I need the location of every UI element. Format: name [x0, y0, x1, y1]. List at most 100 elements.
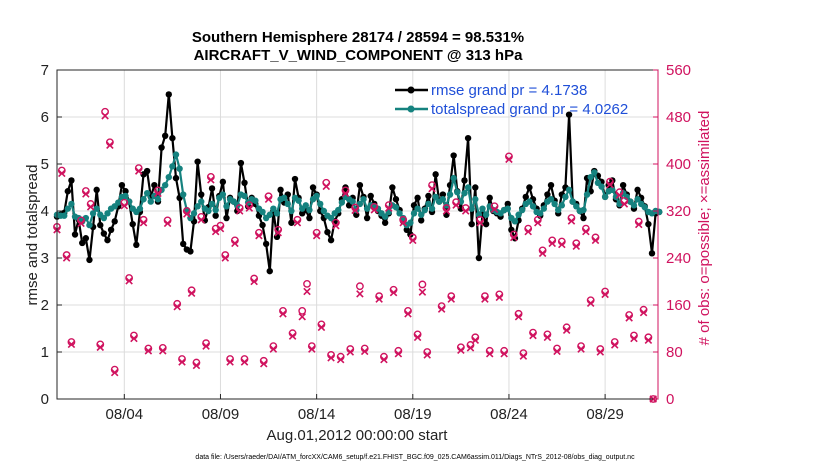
obs-assimilated-point	[317, 323, 326, 332]
totalspread-point	[360, 196, 367, 203]
rmse-point	[122, 188, 129, 195]
rmse-point	[277, 186, 284, 194]
obs-assimilated-point	[514, 312, 523, 321]
totalspread-point	[212, 206, 219, 214]
obs-assimilated-point	[635, 220, 643, 229]
totalspread-point	[551, 200, 558, 208]
rmse-point	[547, 181, 555, 189]
obs-assimilated-point	[197, 216, 206, 224]
obs-assimilated-point	[447, 295, 456, 303]
y-tick-label-right: 160	[666, 297, 691, 314]
rmse-point	[634, 186, 641, 194]
totalspread-point	[104, 210, 111, 217]
totalspread-point	[515, 211, 522, 218]
y-tick-label-right: 80	[666, 344, 683, 361]
obs-assimilated-point	[524, 227, 532, 236]
obs-assimilated-point	[240, 358, 249, 366]
obs-assimilated-point	[586, 299, 595, 308]
obs-assimilated-point	[428, 184, 436, 193]
rmse-point	[327, 236, 335, 244]
chart-title-line1: Southern Hemisphere 28174 / 28594 = 98.5…	[192, 29, 524, 46]
rmse-point	[187, 248, 194, 255]
obs-assimilated-point	[312, 231, 321, 240]
obs-assimilated-point	[548, 239, 556, 248]
rmse-point	[104, 236, 111, 244]
totalspread-point	[529, 203, 537, 210]
obs-assimilated-point	[567, 217, 576, 225]
totalspread-point	[439, 196, 447, 203]
totalspread-point	[418, 211, 425, 218]
rmse-point	[198, 191, 205, 198]
legend-label-rmse: rmse grand pr = 4.1738	[431, 82, 587, 99]
obs-assimilated-point	[187, 289, 196, 298]
totalspread-point	[176, 165, 183, 172]
totalspread-point	[169, 163, 176, 170]
totalspread-point	[313, 192, 320, 200]
obs-assimilated-point	[562, 326, 571, 335]
totalspread-point	[414, 205, 421, 212]
rmse-point	[381, 219, 389, 226]
rmse-point	[619, 181, 627, 189]
rmse-point	[143, 167, 151, 175]
totalspread-point	[143, 189, 151, 197]
totalspread-point	[252, 197, 259, 204]
obs-assimilated-point	[505, 155, 513, 164]
totalspread-point	[641, 204, 648, 211]
obs-assimilated-point	[86, 203, 95, 211]
obs-assimilated-point	[461, 207, 470, 215]
totalspread-point	[479, 205, 486, 212]
legend-label-spread: totalspread grand pr = 4.0262	[431, 101, 628, 118]
totalspread-point	[93, 205, 100, 212]
totalspread-point	[569, 198, 576, 205]
y-tick-label-left: 5	[41, 156, 49, 173]
obs-assimilated-point	[558, 240, 566, 249]
obs-assimilated-point	[538, 249, 547, 258]
rmse-point	[580, 214, 587, 222]
obs-assimilated-point	[615, 191, 624, 199]
obs-assimilated-point	[82, 190, 90, 198]
totalspread-point	[317, 200, 324, 208]
totalspread-point	[410, 210, 418, 217]
totalspread-point	[327, 214, 335, 222]
rmse-point	[208, 185, 216, 192]
totalspread-point	[259, 208, 266, 216]
footnote: data file: /Users/raeder/DAI/ATM_forcXX/…	[195, 454, 635, 461]
totalspread-point	[198, 198, 205, 205]
totalspread-point	[428, 205, 436, 212]
totalspread-point	[601, 193, 609, 201]
rmse-point	[526, 184, 533, 191]
totalspread-point	[461, 189, 468, 197]
obs-assimilated-point	[173, 302, 181, 311]
rmse-point	[194, 158, 201, 165]
obs-assimilated-point	[221, 254, 230, 262]
obs-assimilated-point	[596, 348, 605, 356]
y-tick-label-right: 560	[666, 62, 691, 79]
obs-assimilated-point	[58, 169, 66, 178]
totalspread-point	[86, 221, 93, 229]
obs-assimilated-point	[183, 210, 191, 218]
totalspread-point	[284, 200, 291, 208]
y-tick-label-right: 480	[666, 109, 691, 126]
obs-assimilated-point	[293, 218, 302, 227]
obs-assimilated-point	[120, 201, 129, 210]
rmse-point	[367, 192, 374, 200]
obs-assimilated-point	[216, 224, 225, 233]
totalspread-point	[454, 189, 461, 196]
totalspread-point	[349, 198, 356, 205]
obs-assimilated-point	[154, 189, 162, 198]
rmse-point	[223, 214, 230, 222]
totalspread-point	[468, 205, 475, 212]
chart-title-line2: AIRCRAFT_V_WIND_COMPONENT @ 313 hPa	[194, 47, 524, 64]
totalspread-point	[302, 202, 310, 209]
obs-assimilated-point	[370, 206, 379, 214]
obs-assimilated-point	[529, 331, 537, 340]
rmse-point	[93, 186, 100, 194]
totalspread-point	[288, 207, 295, 215]
rmse-point	[241, 179, 248, 186]
obs-assimilated-point	[471, 336, 480, 345]
obs-assimilated-point	[490, 205, 499, 214]
totalspread-point	[587, 173, 594, 181]
rmse-point	[133, 241, 140, 249]
rmse-point	[389, 184, 396, 191]
obs-assimilated-point	[543, 333, 552, 342]
